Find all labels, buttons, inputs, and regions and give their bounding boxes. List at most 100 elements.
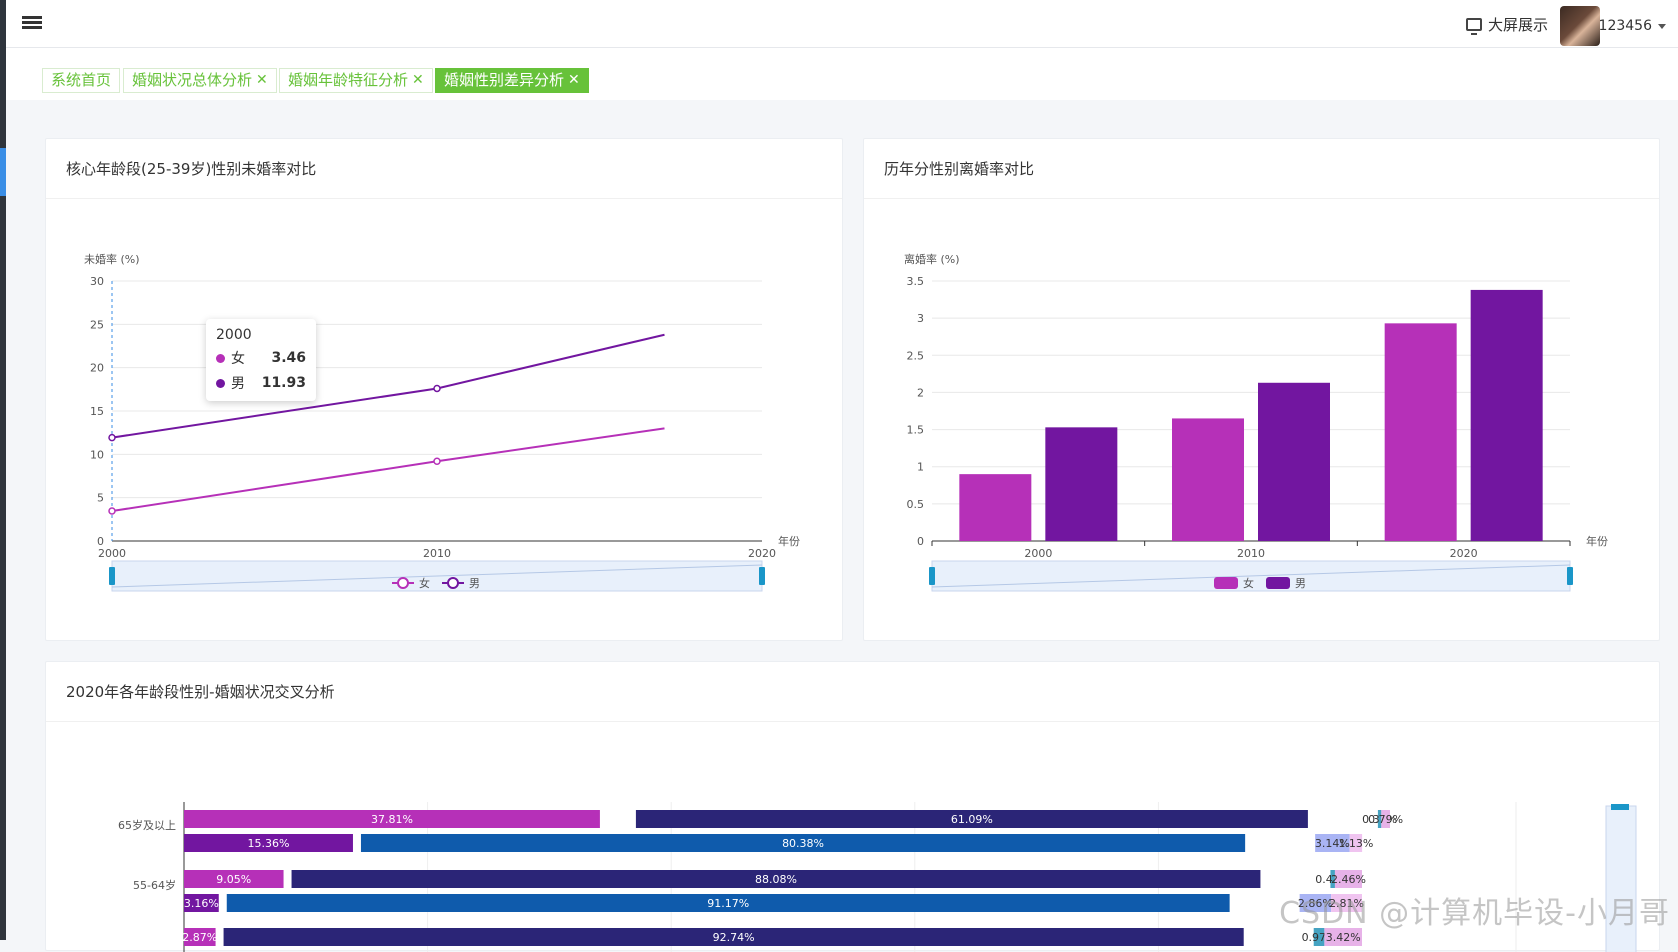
y-tick-label: 2.5 [907,349,925,362]
monitor-icon [1466,18,1482,31]
y-tick-label: 65岁及以上 [118,818,176,832]
segment-label: 15.36% [248,837,290,850]
avatar[interactable] [1560,6,1600,46]
legend-marker [448,578,458,588]
watermark: CSDN @计算机毕设-小月哥 [1279,888,1670,932]
legend-swatch [1214,577,1238,589]
y-tick-label: 2 [917,386,924,399]
x-tick-label: 2020 [1450,547,1478,560]
close-icon[interactable]: ✕ [568,69,580,92]
segment-label: 61.09% [951,813,993,826]
tab-overall[interactable]: 婚姻状况总体分析✕ [123,68,277,93]
x-tick-label: 2000 [98,547,126,560]
data-point [109,508,115,514]
sidebar-active-indicator [0,148,6,196]
x-axis-label: 年份 [1586,534,1608,548]
segment-label: 0.79% [1368,813,1403,826]
tooltip-male-label: 男 [231,376,245,392]
tab-label: 婚姻性别差异分析 [444,69,564,92]
card-title: 2020年各年龄段性别-婚姻状况交叉分析 [46,662,1659,722]
bar-male [1045,427,1117,541]
legend-label: 女 [419,576,430,590]
y-tick-label: 55-64岁 [133,878,176,892]
segment-label: 92.74% [713,931,755,944]
y-tick-label: 25 [90,318,104,331]
x-tick-label: 2020 [748,547,776,560]
legend-swatch [1266,577,1290,589]
chart-tooltip: 2000 女 3.46 男 11.93 [206,319,316,401]
datazoom-handle-top [1611,804,1629,810]
female-dot-icon [216,354,225,363]
y-axis-label: 未婚率 (%) [84,252,140,266]
datazoom-handle-right [1567,567,1573,585]
legend-label: 男 [1295,577,1306,590]
tab-label: 婚姻年龄特征分析 [288,69,408,92]
tab-gender[interactable]: 婚姻性别差异分析✕ [435,68,589,93]
close-icon[interactable]: ✕ [412,69,424,92]
y-tick-label: 0 [917,535,924,548]
bar-female [1385,323,1457,541]
bar-female [1172,418,1244,541]
segment-label: 9.05% [216,873,251,886]
tab-home[interactable]: 系统首页 [42,68,120,93]
segment-label: 2.87% [182,931,217,944]
top-navbar: 大屏展示 123456 [6,0,1678,48]
series-line-female [112,428,665,511]
y-tick-label: 1.5 [907,424,925,437]
bigscreen-button[interactable]: 大屏展示 [1466,14,1548,35]
segment-label: 88.08% [755,873,797,886]
datazoom-handle-right [759,567,765,585]
y-tick-label: 10 [90,448,104,461]
bar-chart-card: 历年分性别离婚率对比 0 0.5 1 1.5 2 2.5 3 3.5 2000 2010 2020 离… [863,138,1660,641]
legend-marker [398,578,408,588]
datazoom-handle-left [929,567,935,585]
tooltip-male-value: 11.93 [262,375,306,391]
legend-label: 男 [469,577,480,590]
y-tick-label: 0.5 [907,498,925,511]
male-dot-icon [216,379,225,388]
y-tick-label: 15 [90,405,104,418]
y-tick-label: 1 [917,461,924,474]
data-point [434,458,440,464]
segment-label: 1.13% [1338,837,1373,850]
close-icon[interactable]: ✕ [256,69,268,92]
segment-label: 91.17% [707,897,749,910]
series-line-male [112,335,665,438]
y-tick-label: 30 [90,275,104,288]
segment-label: 80.38% [782,837,824,850]
data-point [109,435,115,441]
card-title: 核心年龄段(25-39岁)性别未婚率对比 [46,139,842,199]
x-tick-label: 2010 [423,547,451,560]
segment-label: 3.16% [184,897,219,910]
sidebar-collapsed [0,0,6,940]
data-point [434,385,440,391]
tab-age[interactable]: 婚姻年龄特征分析✕ [279,68,433,93]
y-tick-label: 3 [917,312,924,325]
user-dropdown[interactable]: 123456 [1599,18,1666,34]
datazoom-handle-left [109,567,115,585]
y-tick-label: 5 [97,492,104,505]
username-label: 123456 [1599,18,1652,34]
tooltip-female-label: 女 [231,351,245,367]
hamburger-menu-icon[interactable] [22,14,42,32]
y-axis-label: 离婚率 (%) [904,252,960,266]
legend-label: 女 [1243,576,1254,590]
tab-label: 婚姻状况总体分析 [132,69,252,92]
x-axis-label: 年份 [778,534,800,548]
bar-chart[interactable]: 0 0.5 1 1.5 2 2.5 3 3.5 2000 2010 2020 离婚率 (%) 年份女 男 [864,199,1661,641]
tooltip-female-value: 3.46 [271,350,306,366]
card-title: 历年分性别离婚率对比 [864,139,1659,199]
segment-label: 37.81% [371,813,413,826]
y-tick-label: 3.5 [907,275,925,288]
x-tick-label: 2010 [1237,547,1265,560]
tooltip-year: 2000 [216,327,306,343]
bigscreen-label: 大屏展示 [1488,14,1548,35]
caret-down-icon [1658,24,1666,29]
bar-male [1258,383,1330,541]
tab-label: 系统首页 [51,69,111,92]
segment-label: 2.46% [1331,873,1366,886]
bar-male [1471,290,1543,541]
x-tick-label: 2000 [1024,547,1052,560]
